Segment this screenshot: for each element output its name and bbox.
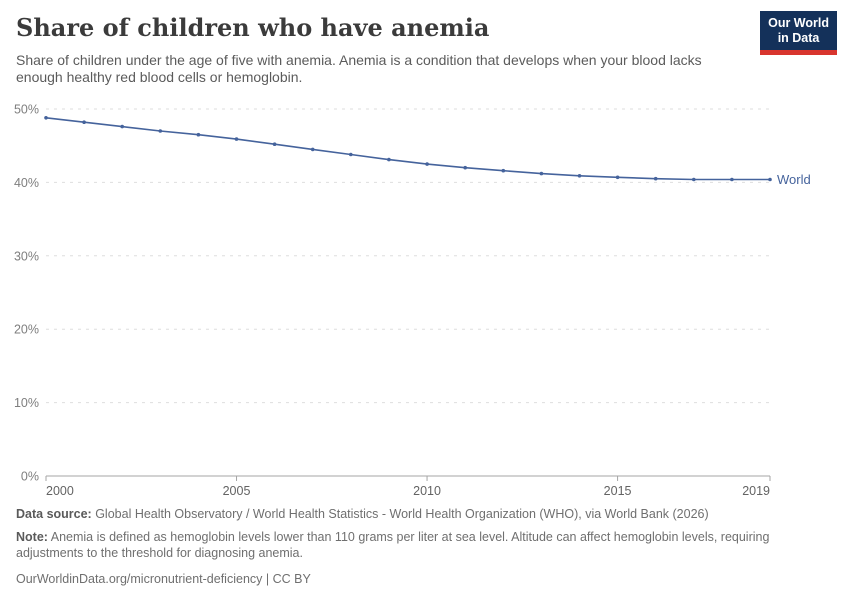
data-point (44, 116, 48, 120)
data-point (82, 120, 86, 124)
y-tick-label: 40% (14, 176, 39, 190)
data-point (577, 174, 582, 178)
data-source-line: Data source: Global Health Observatory /… (16, 506, 834, 523)
data-point (158, 129, 163, 133)
line-chart: 0% 10% 20% 30% 40% 50% 2000 2005 2010 2015 2019 Wor… (14, 103, 811, 499)
note-text: Anemia is defined as hemoglobin levels l… (16, 529, 770, 561)
chart-subtitle: Share of children under the age of five … (16, 52, 702, 85)
y-tick-label: 30% (14, 249, 39, 263)
data-point (387, 157, 391, 162)
data-point (425, 162, 429, 166)
data-point (730, 177, 734, 182)
owid-logo-line2: in Data (777, 31, 820, 45)
x-tick-label: 2010 (413, 484, 441, 498)
y-tick-label: 50% (14, 103, 39, 117)
data-point (196, 132, 201, 137)
note-line: Note: Anemia is defined as hemoglobin le… (16, 529, 834, 562)
series-line (45, 117, 770, 181)
x-tick-label: 2005 (223, 484, 251, 498)
chart-footer: Data source: Global Health Observatory /… (16, 506, 834, 587)
x-tick-label: 2015 (604, 484, 632, 498)
data-source-label: Data source: (16, 507, 92, 521)
page-title: Share of children who have anemia (16, 13, 490, 42)
owid-url-link[interactable]: OurWorldinData.org/micronutrient-deficie… (16, 571, 311, 586)
data-point (653, 176, 658, 181)
owid-logo-line1: Our World (768, 16, 829, 30)
owid-logo: Our World in Data (760, 11, 837, 55)
data-point (234, 137, 239, 141)
note-label: Note: (16, 529, 48, 544)
x-tick-label: 2000 (46, 484, 74, 498)
data-source-text: Global Health Observatory / World Health… (91, 507, 709, 521)
data-point (463, 165, 468, 170)
y-tick-label: 10% (14, 396, 39, 410)
x-tick-label: 2019 (742, 484, 770, 498)
data-point (310, 147, 315, 152)
y-tick-label: 0% (21, 470, 39, 484)
series-end-label: World (777, 172, 811, 187)
data-point (539, 171, 544, 176)
data-point (768, 177, 772, 182)
data-point (692, 177, 696, 182)
data-point (349, 152, 353, 157)
data-point (272, 142, 277, 146)
data-point (615, 175, 620, 180)
data-point (501, 168, 506, 173)
data-point (120, 124, 124, 129)
y-tick-label: 20% (14, 323, 39, 337)
